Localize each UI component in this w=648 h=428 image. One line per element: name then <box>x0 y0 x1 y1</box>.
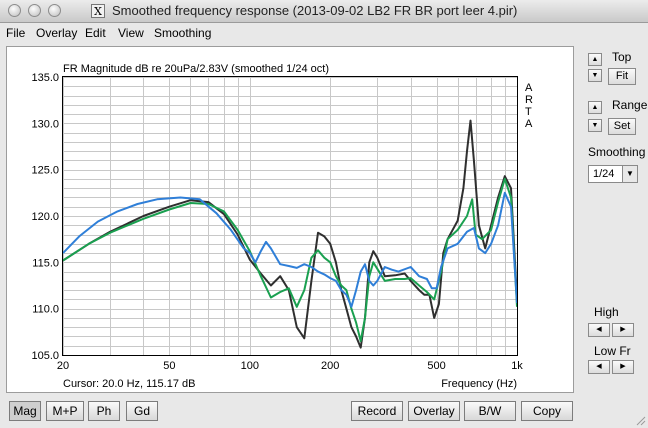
menu-bar: File Overlay Edit View Smoothing <box>0 23 648 42</box>
y-tick-label: 135.0 <box>31 72 59 84</box>
lowfr-right-button[interactable]: ▶ <box>612 360 634 374</box>
window-title: Smoothed frequency response (2013-09-02 … <box>112 3 518 18</box>
triangle-left-icon: ◀ <box>596 326 602 333</box>
close-window-button[interactable] <box>8 4 21 17</box>
x11-app-icon: X <box>91 4 105 18</box>
triangle-right-icon: ▶ <box>620 363 626 370</box>
x-tick-label: 1k <box>511 360 523 372</box>
menu-edit[interactable]: Edit <box>85 26 106 40</box>
x-tick-label: 500 <box>427 360 445 372</box>
mag-button[interactable]: Mag <box>9 401 41 421</box>
high-label: High <box>594 305 619 319</box>
menu-overlay[interactable]: Overlay <box>36 26 78 40</box>
triangle-down-icon: ▼ <box>591 72 599 79</box>
top-up-button[interactable]: ▲ <box>588 53 602 66</box>
y-tick-labels: 135.0 130.0 125.0 120.0 115.0 110.0 105.0 <box>31 72 59 362</box>
arta-letter-r: R <box>525 94 533 106</box>
range-up-button[interactable]: ▲ <box>588 101 602 114</box>
menu-file[interactable]: File <box>6 26 26 40</box>
plot-frame: 135.0 130.0 125.0 120.0 115.0 110.0 105.0 20 50… <box>6 46 574 393</box>
chart-title: FR Magnitude dB re 20uPa/2.83V (smoothed… <box>63 63 329 75</box>
y-tick-label: 125.0 <box>31 165 59 177</box>
series-line-1 <box>62 119 518 349</box>
triangle-up-icon: ▲ <box>591 104 599 111</box>
lowfr-left-button[interactable]: ◀ <box>588 360 610 374</box>
bw-button[interactable]: B/W <box>464 401 516 421</box>
frequency-response-chart[interactable]: 135.0 130.0 125.0 120.0 115.0 110.0 105.0 20 50… <box>7 47 573 392</box>
top-label: Top <box>612 50 632 64</box>
x-axis-label: Frequency (Hz) <box>441 378 517 390</box>
chart-grid <box>63 77 518 356</box>
triangle-up-icon: ▲ <box>591 56 599 63</box>
y-tick-label: 110.0 <box>32 304 59 316</box>
range-label: Range <box>612 98 648 112</box>
chart-series <box>62 119 518 349</box>
high-right-button[interactable]: ▶ <box>612 323 634 337</box>
x-tick-labels: 20 50 100 200 500 1k <box>57 360 523 372</box>
resize-grip-icon[interactable] <box>634 414 646 426</box>
smoothing-select[interactable]: 1/24 ▼ <box>588 165 638 183</box>
record-button[interactable]: Record <box>351 401 403 421</box>
set-button[interactable]: Set <box>608 118 636 135</box>
menu-smoothing[interactable]: Smoothing <box>154 26 212 40</box>
low-fr-label: Low Fr <box>594 344 631 358</box>
y-tick-label: 120.0 <box>31 211 59 223</box>
range-down-button[interactable]: ▼ <box>588 119 602 132</box>
top-down-button[interactable]: ▼ <box>588 69 602 82</box>
smoothing-value: 1/24 <box>593 168 615 180</box>
triangle-down-icon: ▼ <box>591 122 599 129</box>
m-plus-p-button[interactable]: M+P <box>46 401 84 421</box>
series-line-3 <box>62 191 518 308</box>
title-bar: X Smoothed frequency response (2013-09-0… <box>0 0 648 23</box>
high-left-button[interactable]: ◀ <box>588 323 610 337</box>
chevron-down-icon: ▼ <box>622 166 637 182</box>
x-tick-label: 100 <box>241 360 259 372</box>
series-line-2 <box>62 177 518 343</box>
ph-button[interactable]: Ph <box>88 401 120 421</box>
minimize-window-button[interactable] <box>28 4 41 17</box>
triangle-right-icon: ▶ <box>620 326 626 333</box>
arta-letter-t: T <box>525 106 532 118</box>
y-tick-label: 105.0 <box>31 350 59 362</box>
x-tick-label: 20 <box>57 360 69 372</box>
cursor-readout: Cursor: 20.0 Hz, 115.17 dB <box>63 378 195 390</box>
y-tick-label: 115.0 <box>32 257 59 269</box>
y-tick-label: 130.0 <box>31 118 59 130</box>
copy-button[interactable]: Copy <box>521 401 573 421</box>
arta-letter-a2: A <box>525 118 533 130</box>
fit-button[interactable]: Fit <box>608 68 636 85</box>
smoothing-label: Smoothing <box>588 145 646 159</box>
zoom-window-button[interactable] <box>48 4 61 17</box>
overlay-button[interactable]: Overlay <box>408 401 460 421</box>
arta-letter-a1: A <box>525 82 533 94</box>
plot-border <box>62 76 518 356</box>
x-tick-label: 50 <box>163 360 175 372</box>
triangle-left-icon: ◀ <box>596 363 602 370</box>
menu-view[interactable]: View <box>118 26 144 40</box>
x-tick-label: 200 <box>321 360 339 372</box>
gd-button[interactable]: Gd <box>126 401 158 421</box>
